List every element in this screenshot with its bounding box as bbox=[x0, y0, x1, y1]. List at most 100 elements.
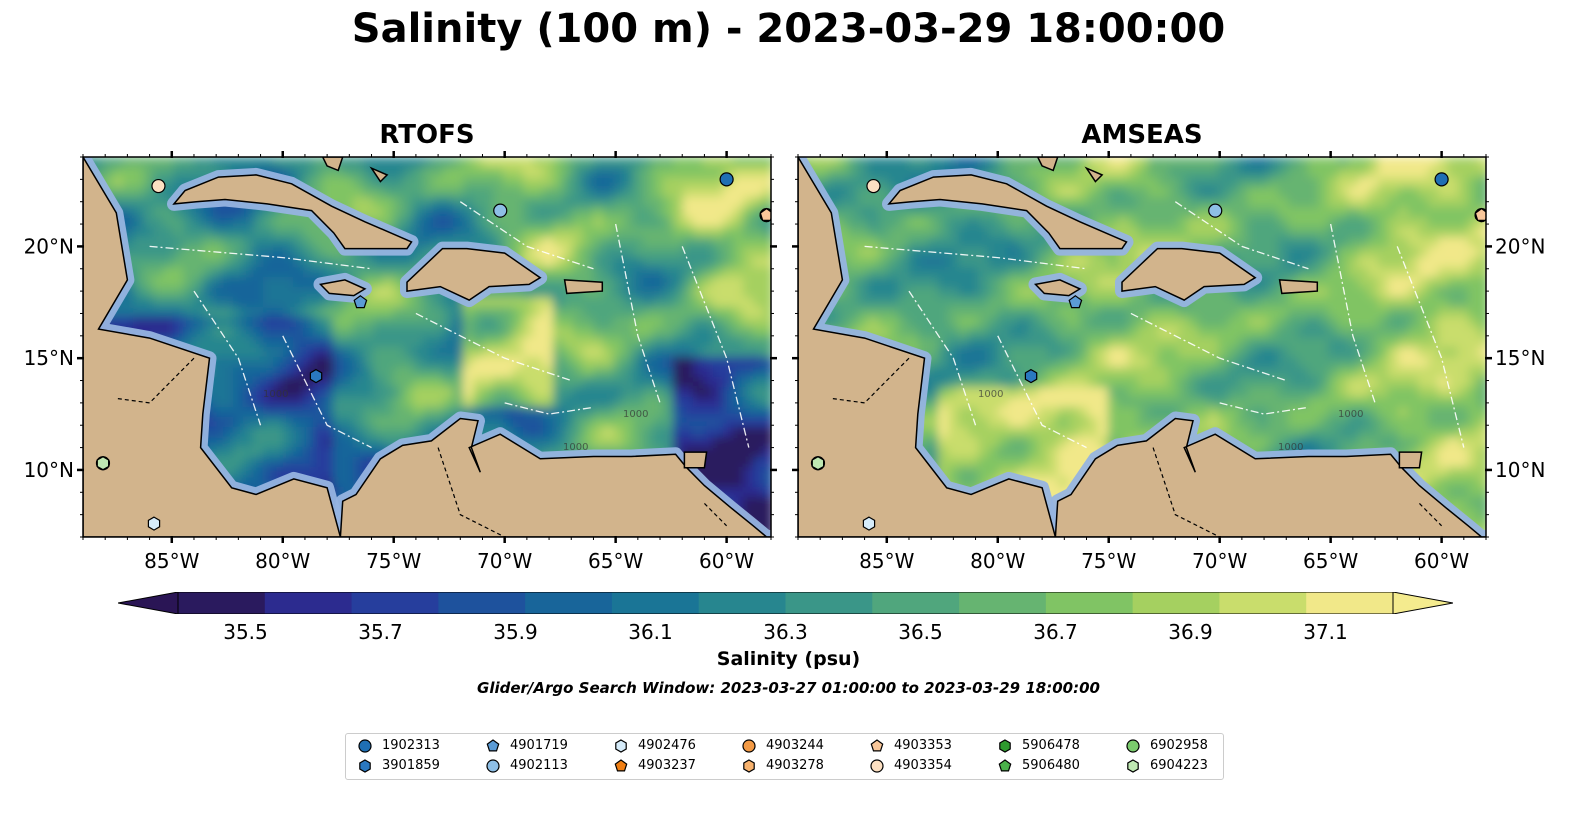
float-marker-4902113 bbox=[493, 203, 508, 218]
legend-marker-1902313 bbox=[358, 739, 372, 753]
land-trinidad bbox=[1398, 451, 1423, 469]
legend-marker-4901719 bbox=[486, 739, 500, 752]
contour-label: 1000 bbox=[563, 442, 588, 453]
legend-marker-3901859 bbox=[359, 759, 371, 773]
legend-label: 3901859 bbox=[382, 758, 440, 773]
float-marker-6904223 bbox=[811, 456, 825, 471]
float-marker-1902313 bbox=[1434, 172, 1449, 187]
lat-tick-label-right: 20°N bbox=[1495, 234, 1545, 258]
colorbar-segment bbox=[178, 592, 266, 614]
land-south-america bbox=[339, 417, 771, 537]
float-marker-6904223 bbox=[96, 456, 110, 471]
colorbar-segment bbox=[438, 592, 526, 614]
land-south-america bbox=[1054, 417, 1486, 537]
lon-tick-label: 75°W bbox=[366, 549, 421, 573]
lon-tick-label: 75°W bbox=[1081, 549, 1136, 573]
colorbar-segment bbox=[264, 592, 353, 614]
lat-tick-label-left: 10°N bbox=[24, 458, 74, 482]
legend-label: 4903237 bbox=[638, 758, 696, 773]
float-marker-4902476 bbox=[862, 516, 876, 531]
legend-marker-4902476 bbox=[615, 739, 627, 753]
legend-label: 1902313 bbox=[382, 738, 440, 753]
lon-tick-label: 85°W bbox=[859, 549, 914, 573]
colorbar-tick-label: 35.7 bbox=[358, 620, 403, 644]
float-marker-4903354 bbox=[866, 178, 881, 194]
land-hispaniola bbox=[1121, 247, 1257, 301]
contour-label: 1000 bbox=[1278, 442, 1303, 453]
contour-label: 1000 bbox=[623, 409, 648, 420]
land-central-america bbox=[83, 157, 342, 537]
lon-tick-label: 70°W bbox=[477, 549, 532, 573]
lon-tick-label: 70°W bbox=[1192, 549, 1247, 573]
rtofs-map-panel[interactable]: 1000 1000 1000 bbox=[83, 157, 771, 537]
land-bahamas1 bbox=[321, 157, 344, 172]
legend-marker-4903278 bbox=[743, 759, 755, 773]
colorbar-segment bbox=[1132, 592, 1220, 614]
amseas-map-panel[interactable]: 1000 1000 1000 bbox=[798, 157, 1486, 537]
lon-tick-label: 60°W bbox=[1414, 549, 1469, 573]
map-axes: 85°W 80°W 75°W 70°W 65°W 60°W 10°N 15°N 20°N 85°W… bbox=[24, 151, 1545, 573]
colorbar-segment bbox=[872, 592, 960, 614]
land-puerto-rico bbox=[563, 279, 604, 295]
colorbar-label: Salinity (psu) bbox=[716, 648, 861, 670]
float-marker-4901719 bbox=[1068, 295, 1083, 309]
float-marker-3901859 bbox=[309, 368, 323, 384]
colorbar-segment bbox=[698, 592, 786, 614]
colorbar-max-extend bbox=[1392, 592, 1453, 614]
legend-marker-6904223 bbox=[1127, 759, 1139, 773]
lat-tick-label-left: 15°N bbox=[24, 346, 74, 370]
colorbar-segment bbox=[959, 592, 1047, 614]
land-hispaniola bbox=[406, 247, 542, 301]
float-legend: 1902313 3901859 4901719 4902113 4902476 49032… bbox=[345, 733, 1224, 780]
float-marker-3901859 bbox=[1024, 368, 1038, 384]
land-cuba bbox=[887, 174, 1128, 250]
land-cuba bbox=[172, 174, 413, 250]
colorbar-tick-label: 35.5 bbox=[223, 620, 268, 644]
lat-tick-label-right: 10°N bbox=[1495, 458, 1545, 482]
land-jamaica bbox=[318, 279, 367, 297]
lon-tick-label: 60°W bbox=[699, 549, 754, 573]
rtofs-map-frame bbox=[82, 156, 772, 538]
lat-tick-label-right: 15°N bbox=[1495, 346, 1545, 370]
legend-label: 4901719 bbox=[510, 738, 568, 753]
land-jamaica bbox=[1033, 279, 1082, 297]
legend-marker-4903237 bbox=[614, 759, 628, 772]
float-marker-4902113 bbox=[1208, 203, 1223, 218]
float-marker-4901719 bbox=[353, 295, 368, 309]
legend-label: 5906478 bbox=[1022, 738, 1080, 753]
colorbar-segment bbox=[525, 592, 613, 614]
amseas-map-frame bbox=[797, 156, 1487, 538]
colorbar-tick-label: 36.3 bbox=[763, 620, 808, 644]
colorbar-segment bbox=[351, 592, 439, 614]
colorbar-tick-label: 37.1 bbox=[1303, 620, 1348, 644]
float-marker-4903353 bbox=[759, 207, 771, 221]
legend-marker-6902958 bbox=[1126, 739, 1140, 753]
float-marker-4902476 bbox=[147, 516, 161, 531]
legend-label: 4903354 bbox=[894, 758, 952, 773]
colorbar-min-extend bbox=[118, 592, 179, 614]
legend-label: 4902476 bbox=[638, 738, 696, 753]
lon-tick-label: 65°W bbox=[1303, 549, 1358, 573]
colorbar-tick-label: 36.5 bbox=[898, 620, 943, 644]
colorbar-segment bbox=[785, 592, 873, 614]
legend-label: 5906480 bbox=[1022, 758, 1080, 773]
legend-marker-4903353 bbox=[870, 739, 884, 752]
land-trinidad bbox=[683, 451, 708, 469]
lon-tick-label: 85°W bbox=[144, 549, 199, 573]
lon-tick-label: 80°W bbox=[255, 549, 310, 573]
rtofs-map-svg: 1000 1000 1000 bbox=[83, 157, 771, 537]
land-bahamas1 bbox=[1036, 157, 1059, 172]
colorbar-tick-label: 36.7 bbox=[1033, 620, 1078, 644]
colorbar-segment bbox=[1045, 592, 1134, 614]
colorbar-segment bbox=[1306, 592, 1394, 614]
legend-label: 6902958 bbox=[1150, 738, 1208, 753]
colorbar-segment bbox=[611, 592, 700, 614]
colorbar-tick-label: 35.9 bbox=[493, 620, 538, 644]
colorbar-tick-label: 36.9 bbox=[1168, 620, 1213, 644]
amseas-map-svg: 1000 1000 1000 bbox=[798, 157, 1486, 537]
colorbar-segment bbox=[1219, 592, 1307, 614]
legend-label: 6904223 bbox=[1150, 758, 1208, 773]
lon-tick-label: 65°W bbox=[588, 549, 643, 573]
page-title: Salinity (100 m) - 2023-03-29 18:00:00 bbox=[351, 6, 1226, 52]
legend-marker-4903244 bbox=[742, 739, 756, 753]
